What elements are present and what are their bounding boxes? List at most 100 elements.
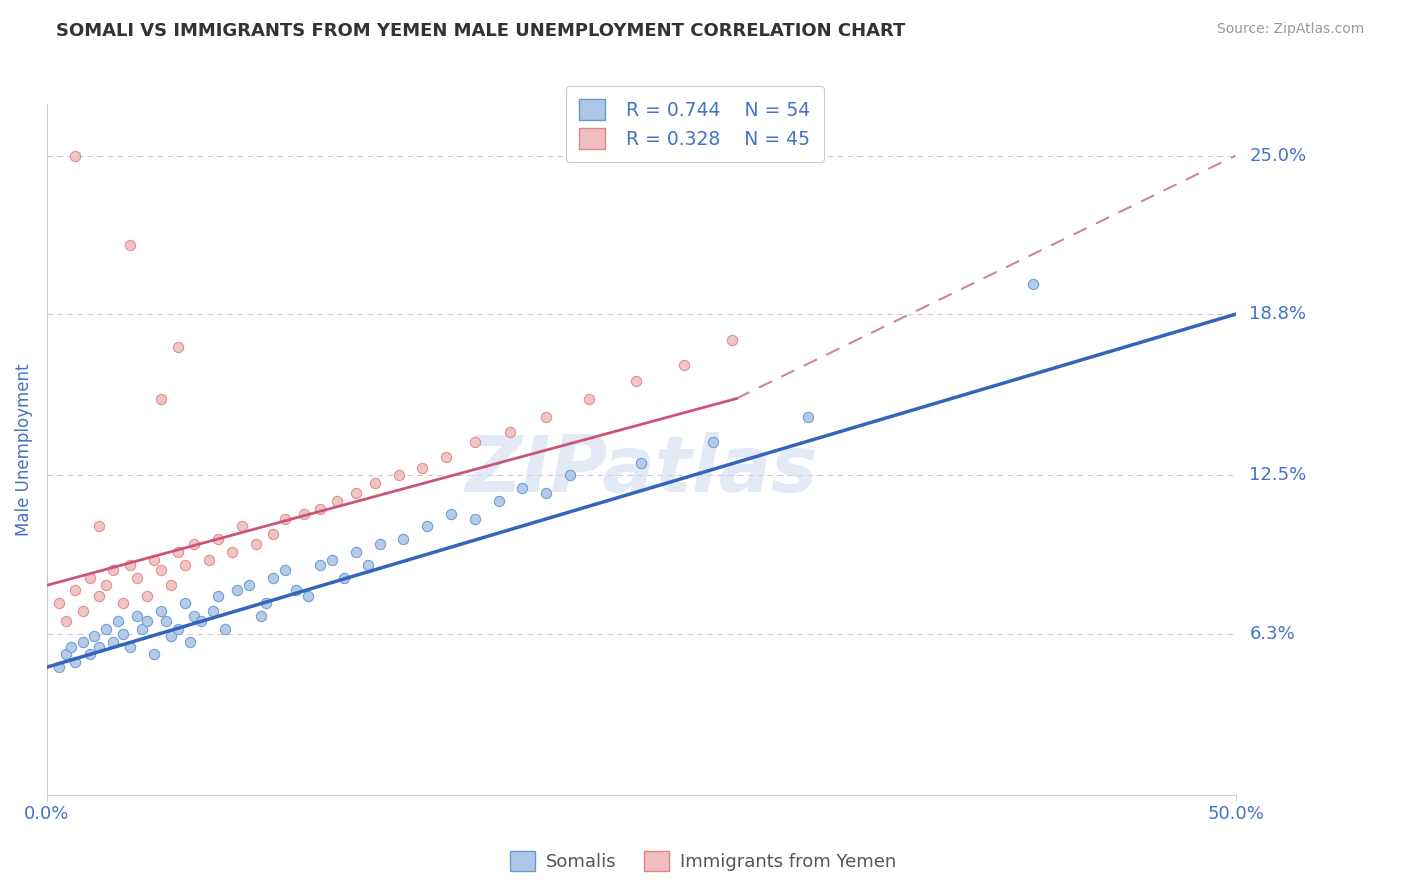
Point — [214, 622, 236, 636]
Point — [262, 571, 284, 585]
Point — [273, 512, 295, 526]
Point — [226, 583, 249, 598]
Point — [221, 545, 243, 559]
Point — [464, 512, 486, 526]
Text: ZIPatlas: ZIPatlas — [465, 433, 817, 508]
Point — [89, 640, 111, 654]
Point — [344, 545, 367, 559]
Point — [368, 537, 391, 551]
Point — [207, 589, 229, 603]
Point — [173, 558, 195, 572]
Point — [207, 533, 229, 547]
Point — [65, 583, 87, 598]
Text: 18.8%: 18.8% — [1250, 305, 1306, 323]
Point — [464, 435, 486, 450]
Point — [672, 359, 695, 373]
Point — [111, 596, 134, 610]
Point — [111, 627, 134, 641]
Point — [285, 583, 308, 598]
Text: 6.3%: 6.3% — [1250, 625, 1295, 643]
Point — [245, 537, 267, 551]
Point — [65, 655, 87, 669]
Point — [183, 537, 205, 551]
Point — [120, 238, 142, 252]
Point — [512, 481, 534, 495]
Point — [273, 563, 295, 577]
Point — [103, 563, 125, 577]
Point — [142, 553, 165, 567]
Point — [364, 475, 387, 490]
Point — [388, 468, 411, 483]
Point — [83, 630, 105, 644]
Point — [534, 409, 557, 424]
Point — [578, 392, 600, 406]
Point — [344, 486, 367, 500]
Point — [702, 435, 724, 450]
Point — [250, 609, 273, 624]
Y-axis label: Male Unemployment: Male Unemployment — [15, 364, 32, 536]
Point — [155, 614, 177, 628]
Point — [254, 596, 277, 610]
Point — [79, 648, 101, 662]
Point — [434, 450, 457, 465]
Point — [309, 558, 332, 572]
Point — [238, 578, 260, 592]
Point — [127, 609, 149, 624]
Point — [103, 634, 125, 648]
Point — [120, 640, 142, 654]
Point — [499, 425, 522, 439]
Point — [630, 456, 652, 470]
Point — [179, 634, 201, 648]
Point — [55, 648, 77, 662]
Point — [65, 148, 87, 162]
Point — [150, 604, 173, 618]
Point — [142, 648, 165, 662]
Point — [48, 596, 70, 610]
Point — [159, 578, 181, 592]
Legend:   R = 0.744    N = 54,   R = 0.328    N = 45: R = 0.744 N = 54, R = 0.328 N = 45 — [565, 87, 824, 161]
Point — [231, 519, 253, 533]
Point — [292, 507, 315, 521]
Point — [392, 533, 415, 547]
Point — [262, 527, 284, 541]
Point — [135, 589, 157, 603]
Point — [55, 614, 77, 628]
Point — [72, 604, 94, 618]
Point — [321, 553, 343, 567]
Point — [197, 553, 219, 567]
Point — [357, 558, 380, 572]
Point — [166, 545, 188, 559]
Point — [190, 614, 212, 628]
Point — [131, 622, 153, 636]
Point — [626, 374, 648, 388]
Point — [72, 634, 94, 648]
Point — [150, 563, 173, 577]
Text: 12.5%: 12.5% — [1250, 467, 1306, 484]
Point — [440, 507, 463, 521]
Point — [96, 622, 118, 636]
Point — [1022, 277, 1045, 291]
Point — [127, 571, 149, 585]
Point — [59, 640, 82, 654]
Point — [333, 571, 356, 585]
Point — [488, 494, 510, 508]
Point — [159, 630, 181, 644]
Point — [297, 589, 319, 603]
Point — [183, 609, 205, 624]
Point — [796, 409, 818, 424]
Point — [326, 494, 349, 508]
Point — [720, 333, 742, 347]
Point — [135, 614, 157, 628]
Point — [150, 392, 173, 406]
Point — [416, 519, 439, 533]
Point — [89, 519, 111, 533]
Point — [534, 486, 557, 500]
Point — [107, 614, 129, 628]
Point — [411, 460, 433, 475]
Point — [96, 578, 118, 592]
Point — [166, 341, 188, 355]
Text: SOMALI VS IMMIGRANTS FROM YEMEN MALE UNEMPLOYMENT CORRELATION CHART: SOMALI VS IMMIGRANTS FROM YEMEN MALE UNE… — [56, 22, 905, 40]
Point — [79, 571, 101, 585]
Legend: Somalis, Immigrants from Yemen: Somalis, Immigrants from Yemen — [503, 844, 903, 879]
Text: 25.0%: 25.0% — [1250, 146, 1306, 165]
